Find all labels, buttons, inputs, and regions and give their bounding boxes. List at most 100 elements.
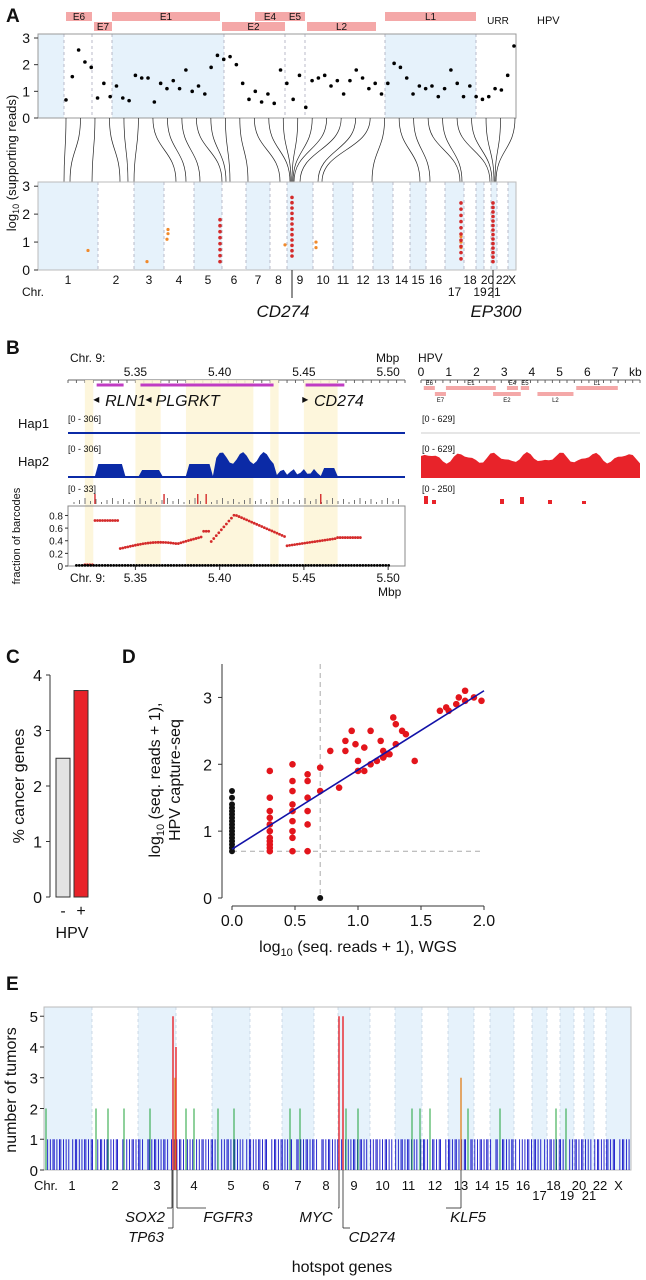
integration-link bbox=[224, 117, 231, 183]
b-fraction-point-black bbox=[255, 563, 259, 567]
d-ytick-label: 3 bbox=[203, 690, 212, 707]
chr-shade bbox=[508, 182, 516, 270]
d-point-red bbox=[402, 730, 410, 738]
hpv-point bbox=[196, 84, 201, 88]
hpv-gene-label-E6: E6 bbox=[73, 12, 86, 23]
b-tick-bottom: 5.40 bbox=[208, 571, 232, 585]
e-chr-label-16: 16 bbox=[516, 1178, 530, 1193]
genome-point-red bbox=[290, 200, 294, 205]
e-footer: hotspot genes bbox=[292, 1259, 393, 1276]
hpv-point bbox=[253, 89, 258, 94]
b-tick-top: 5.35 bbox=[124, 365, 148, 379]
b-fraction-point bbox=[154, 541, 158, 544]
hpv-point bbox=[171, 78, 176, 83]
d-point-red bbox=[266, 827, 274, 835]
e-ytick-label: 1 bbox=[30, 1132, 38, 1149]
b-fraction-point-black bbox=[249, 563, 253, 567]
d-point-red bbox=[289, 834, 296, 842]
d-point-red bbox=[367, 727, 374, 735]
b-fraction-point bbox=[351, 536, 355, 539]
b-fraction-point bbox=[166, 541, 170, 545]
hpv-point bbox=[442, 86, 447, 91]
chr-label-10: 10 bbox=[316, 273, 330, 287]
integration-link bbox=[485, 117, 495, 183]
b-fraction-point bbox=[341, 536, 345, 539]
genome-point-red bbox=[290, 248, 294, 253]
d-point-red bbox=[455, 694, 463, 701]
b-fraction-point bbox=[252, 521, 256, 525]
b-fraction-point bbox=[295, 542, 299, 546]
panel-d-scatter-chart: 0 1 2 3 0.0 0.5 1.0 1.5 2.0 log10 (seq. reads + 1… bbox=[147, 664, 495, 959]
b-fraction-point-black bbox=[129, 563, 133, 567]
b-fraction-point-black bbox=[332, 563, 336, 567]
d-point-black bbox=[229, 794, 235, 801]
e-chr-label-5: 5 bbox=[227, 1178, 234, 1193]
b-fraction-point bbox=[245, 518, 249, 522]
chr-shade bbox=[445, 182, 464, 270]
b-fraction-point bbox=[313, 540, 317, 544]
integration-link bbox=[456, 117, 491, 183]
b-fraction-point-black bbox=[355, 563, 359, 567]
b-fraction-point bbox=[214, 534, 218, 538]
genome-point-red bbox=[491, 228, 495, 232]
hpv-point bbox=[127, 98, 131, 103]
b-fraction-point-black bbox=[120, 563, 124, 567]
b-fraction-point bbox=[235, 514, 238, 517]
e-chr-label-12: 12 bbox=[428, 1178, 442, 1193]
b-fraction-point-black bbox=[321, 563, 325, 567]
integration-link bbox=[123, 117, 129, 183]
genome-point-red bbox=[218, 247, 222, 252]
b-fraction-point bbox=[265, 527, 269, 531]
b-fraction-point bbox=[101, 519, 104, 522]
chr-label-9: 9 bbox=[297, 273, 304, 287]
hpv-point bbox=[379, 92, 384, 96]
d-point-red bbox=[304, 794, 311, 802]
b-fraction-point-black bbox=[149, 563, 153, 567]
c-ylabel: % cancer genes bbox=[11, 729, 28, 844]
b-fraction-point-black bbox=[252, 563, 256, 567]
panel-c-letter: C bbox=[6, 647, 20, 668]
b-fraction-point bbox=[283, 535, 286, 538]
b-fraction-point-black bbox=[367, 563, 371, 567]
d-point-red bbox=[361, 744, 368, 751]
genome-point-red bbox=[218, 253, 222, 258]
hpv-point bbox=[89, 65, 94, 70]
hpv-ytick-label: 3 bbox=[22, 30, 30, 46]
d-point-red bbox=[304, 771, 311, 778]
integration-link bbox=[152, 117, 177, 183]
chr-label-14: 14 bbox=[395, 273, 409, 287]
b-hpv-label: HPV bbox=[418, 351, 443, 365]
integration-link bbox=[442, 117, 463, 183]
hpv-point bbox=[146, 76, 150, 80]
b-hpv-gene-E4 bbox=[506, 386, 519, 390]
b-chr-label-bottom: Chr. 9: bbox=[70, 571, 105, 585]
c-xlabel: HPV bbox=[56, 925, 89, 942]
genome-point-red bbox=[459, 201, 463, 205]
b-fraction-point bbox=[224, 522, 228, 526]
b-fraction-point bbox=[204, 529, 208, 533]
chr-label-5: 5 bbox=[205, 273, 212, 287]
b-fraction-point-black bbox=[103, 563, 107, 567]
b-fraction-point bbox=[285, 544, 289, 548]
b-hpv-bc-bar bbox=[548, 500, 552, 504]
b-fraction-point bbox=[336, 536, 339, 539]
b-fraction-point-black bbox=[169, 563, 173, 567]
b-fraction-point-black bbox=[278, 563, 282, 567]
b-fraction-point bbox=[257, 524, 261, 527]
genome-point-red bbox=[491, 246, 495, 250]
b-fraction-point-black bbox=[132, 563, 136, 567]
integration-link bbox=[321, 117, 371, 183]
genome-point-orange bbox=[166, 227, 170, 232]
b-fraction-point-black bbox=[350, 563, 353, 567]
chr-label-21: 21 bbox=[487, 285, 501, 299]
integration-link bbox=[196, 117, 223, 183]
hpv-point bbox=[322, 73, 327, 78]
b-hpv-gene-label-E2: E2 bbox=[503, 398, 511, 404]
e-ytick-label: 0 bbox=[30, 1163, 38, 1180]
b-fraction-point bbox=[333, 537, 337, 540]
hpv-gene-L2 bbox=[307, 22, 376, 31]
e-chr-shade bbox=[584, 1007, 594, 1170]
b-fraction-point-black bbox=[201, 563, 204, 567]
